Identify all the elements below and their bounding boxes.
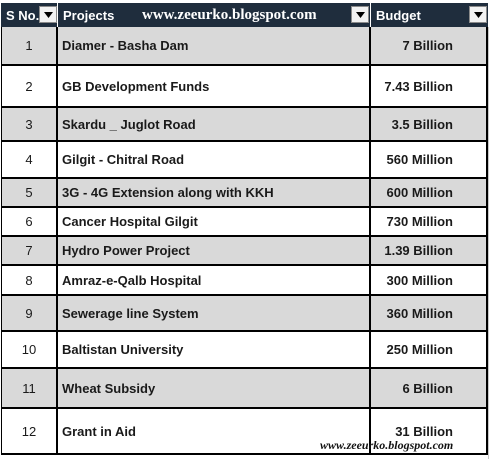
cell-project[interactable]: Cancer Hospital Gilgit <box>58 208 371 237</box>
cell-budget[interactable]: 730 Million <box>371 208 488 237</box>
table-row[interactable]: 10 Baltistan University 250 Million <box>0 332 491 369</box>
cell-budget[interactable]: 3.5 Billion <box>371 108 488 142</box>
cell-project[interactable]: Gilgit - Chitral Road <box>58 142 371 179</box>
cell-project[interactable]: Skardu _ Juglot Road <box>58 108 371 142</box>
header-projects[interactable]: Projects www.zeeurko.blogspot.com <box>58 3 370 27</box>
cell-budget[interactable]: 600 Million <box>371 179 488 208</box>
cell-budget[interactable]: 300 Million <box>371 266 488 296</box>
cell-project[interactable]: Wheat Subsidy <box>58 369 371 409</box>
cell-project[interactable]: Baltistan University <box>58 332 371 369</box>
cell-budget[interactable]: 7.43 Billion <box>371 66 488 108</box>
header-site-url: www.zeeurko.blogspot.com <box>142 6 317 23</box>
cell-budget[interactable]: 250 Million <box>371 332 488 369</box>
cell-sno[interactable]: 5 <box>1 179 58 208</box>
table-row[interactable]: 5 3G - 4G Extension along with KKH 600 M… <box>0 179 491 208</box>
table-row[interactable]: 8 Amraz-e-Qalb Hospital 300 Million <box>0 266 491 296</box>
cell-budget[interactable]: 360 Million <box>371 296 488 332</box>
cell-project[interactable]: Sewerage line System <box>58 296 371 332</box>
table-row[interactable]: 6 Cancer Hospital Gilgit 730 Million <box>0 208 491 237</box>
cell-project[interactable]: Diamer - Basha Dam <box>58 27 371 66</box>
watermark-text: www.zeeurko.blogspot.com <box>320 438 454 452</box>
cell-budget[interactable]: 560 Million <box>371 142 488 179</box>
table-row[interactable]: 3 Skardu _ Juglot Road 3.5 Billion <box>0 108 491 142</box>
cell-sno[interactable]: 12 <box>1 409 58 455</box>
table-row[interactable]: 2 GB Development Funds 7.43 Billion <box>0 66 491 108</box>
gridline <box>488 27 489 459</box>
cell-sno[interactable]: 2 <box>1 66 58 108</box>
cell-budget[interactable]: 31 Billion <box>371 409 488 455</box>
cell-project[interactable]: Amraz-e-Qalb Hospital <box>58 266 371 296</box>
table-row[interactable]: 7 Hydro Power Project 1.39 Billion <box>0 237 491 266</box>
header-budget[interactable]: Budget <box>371 3 488 27</box>
cell-budget[interactable]: 6 Billion <box>371 369 488 409</box>
table-row[interactable]: 1 Diamer - Basha Dam 7 Billion <box>0 27 491 66</box>
filter-dropdown-icon[interactable] <box>351 6 369 23</box>
cell-sno[interactable]: 7 <box>1 237 58 266</box>
table-row[interactable]: 12 Grant in Aid 31 Billion <box>0 409 491 455</box>
cell-sno[interactable]: 3 <box>1 108 58 142</box>
cell-project[interactable]: GB Development Funds <box>58 66 371 108</box>
cell-sno[interactable]: 9 <box>1 296 58 332</box>
header-sno[interactable]: S No. <box>1 3 57 27</box>
cell-project[interactable]: Hydro Power Project <box>58 237 371 266</box>
table-row[interactable]: 9 Sewerage line System 360 Million <box>0 296 491 332</box>
table-row[interactable]: 11 Wheat Subsidy 6 Billion <box>0 369 491 409</box>
filter-dropdown-icon[interactable] <box>39 6 57 23</box>
header-budget-label: Budget <box>376 7 421 23</box>
table-row[interactable]: 4 Gilgit - Chitral Road 560 Million <box>0 142 491 179</box>
cell-budget[interactable]: 1.39 Billion <box>371 237 488 266</box>
cell-project[interactable]: Grant in Aid <box>58 409 371 455</box>
header-projects-label: Projects <box>63 7 115 23</box>
cell-sno[interactable]: 6 <box>1 208 58 237</box>
cell-project[interactable]: 3G - 4G Extension along with KKH <box>58 179 371 208</box>
cell-sno[interactable]: 4 <box>1 142 58 179</box>
header-sno-label: S No. <box>6 7 40 23</box>
cell-sno[interactable]: 11 <box>1 369 58 409</box>
cell-sno[interactable]: 8 <box>1 266 58 296</box>
filter-dropdown-icon[interactable] <box>469 6 487 23</box>
cell-budget[interactable]: 7 Billion <box>371 27 488 66</box>
cell-sno[interactable]: 1 <box>1 27 58 66</box>
cell-sno[interactable]: 10 <box>1 332 58 369</box>
